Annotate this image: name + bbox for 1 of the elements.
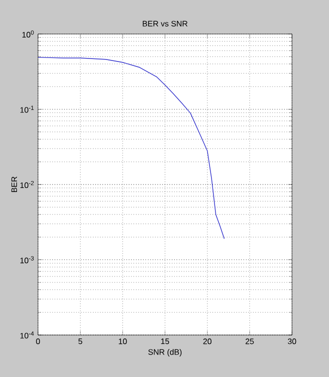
line-series (38, 56, 225, 240)
